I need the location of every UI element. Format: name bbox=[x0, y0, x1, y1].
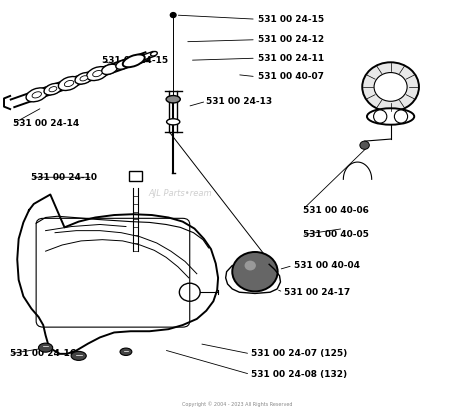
Ellipse shape bbox=[374, 110, 387, 123]
Ellipse shape bbox=[80, 76, 88, 81]
Text: 531 00 24-10: 531 00 24-10 bbox=[31, 173, 98, 182]
Text: 531 00 24-15: 531 00 24-15 bbox=[102, 56, 168, 65]
Ellipse shape bbox=[394, 110, 408, 123]
Ellipse shape bbox=[166, 119, 180, 125]
Ellipse shape bbox=[367, 108, 414, 125]
Ellipse shape bbox=[49, 87, 57, 92]
Ellipse shape bbox=[166, 96, 180, 103]
Circle shape bbox=[245, 261, 256, 270]
Text: 531 00 24-12: 531 00 24-12 bbox=[258, 35, 324, 44]
Ellipse shape bbox=[75, 73, 93, 84]
Ellipse shape bbox=[123, 54, 145, 67]
Ellipse shape bbox=[120, 348, 132, 356]
Text: AJL Parts•ream: AJL Parts•ream bbox=[148, 189, 212, 198]
Text: 531 00 24-13: 531 00 24-13 bbox=[206, 97, 273, 106]
Ellipse shape bbox=[44, 83, 62, 95]
Circle shape bbox=[374, 73, 407, 101]
Ellipse shape bbox=[71, 351, 86, 360]
Text: Copyright © 2004 - 2023 All Rights Reserved: Copyright © 2004 - 2023 All Rights Reser… bbox=[182, 401, 292, 407]
Text: 531 00 24-17: 531 00 24-17 bbox=[284, 288, 350, 297]
Ellipse shape bbox=[87, 67, 108, 81]
Ellipse shape bbox=[58, 77, 80, 91]
Text: 531 00 24-07 (125): 531 00 24-07 (125) bbox=[251, 349, 347, 358]
Text: 531 00 40-05: 531 00 40-05 bbox=[303, 230, 369, 239]
Ellipse shape bbox=[32, 92, 41, 98]
Ellipse shape bbox=[151, 52, 157, 56]
Text: 531 00 24-16: 531 00 24-16 bbox=[10, 349, 76, 358]
Text: 531 00 24-08 (132): 531 00 24-08 (132) bbox=[251, 370, 347, 379]
Text: 531 00 24-11: 531 00 24-11 bbox=[258, 54, 324, 63]
Ellipse shape bbox=[116, 60, 130, 69]
Ellipse shape bbox=[38, 343, 53, 352]
Ellipse shape bbox=[64, 80, 74, 87]
Text: 531 00 40-06: 531 00 40-06 bbox=[303, 206, 369, 215]
Circle shape bbox=[232, 252, 278, 291]
Circle shape bbox=[362, 62, 419, 112]
Bar bbox=[129, 171, 142, 181]
Ellipse shape bbox=[93, 70, 102, 77]
Text: 531 00 24-14: 531 00 24-14 bbox=[12, 119, 79, 129]
Ellipse shape bbox=[26, 88, 47, 102]
Text: 531 00 40-04: 531 00 40-04 bbox=[294, 261, 360, 270]
Text: 531 00 40-07: 531 00 40-07 bbox=[258, 72, 324, 81]
Circle shape bbox=[170, 13, 176, 18]
Ellipse shape bbox=[101, 64, 118, 75]
Circle shape bbox=[360, 141, 369, 149]
Text: 531 00 24-15: 531 00 24-15 bbox=[258, 15, 324, 23]
